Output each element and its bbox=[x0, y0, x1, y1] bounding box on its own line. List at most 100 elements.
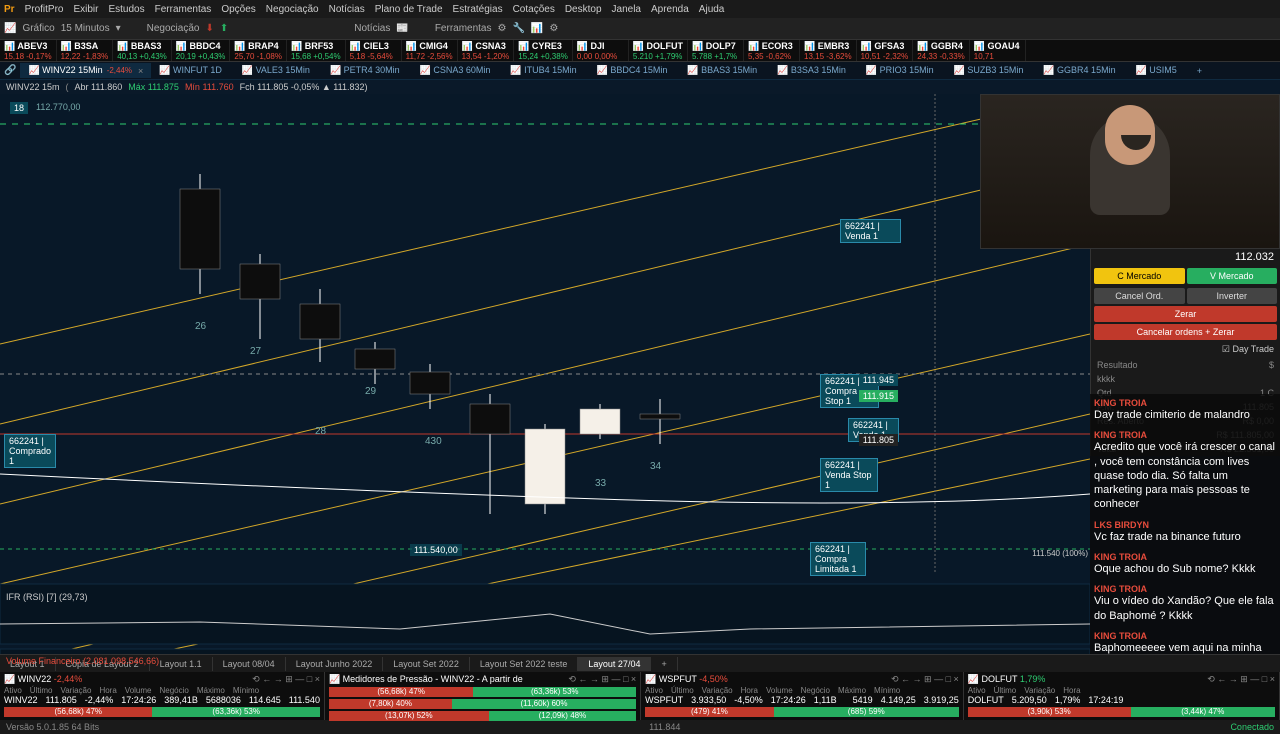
fib-label: 111.540,00 bbox=[410, 544, 462, 556]
ticker-item[interactable]: 📊 BRF5315,68 +0,54% bbox=[287, 40, 346, 61]
bottom-panel: 📈 Medidores de Pressão - WINV22 - A part… bbox=[325, 672, 641, 720]
chart-main[interactable]: 26272829430333414:3014:4515:0015:1515:30… bbox=[0, 94, 1280, 654]
app-logo: Pr bbox=[4, 4, 15, 15]
ticker-item[interactable]: 📊 ABEV315,18 -0,17% bbox=[0, 40, 57, 61]
position-label[interactable]: 662241 | Comprado 1 bbox=[4, 434, 56, 468]
chart-tab[interactable]: 📈 ITUB4 15Min bbox=[502, 63, 588, 78]
chat-message: KING TROIAOque achou do Sub nome? Kkkk bbox=[1094, 552, 1276, 576]
chart-tab[interactable]: 📈 BBAS3 15Min bbox=[679, 63, 769, 78]
chart-tab[interactable]: 📈 GGBR4 15Min bbox=[1035, 63, 1127, 78]
menu-item[interactable]: Janela bbox=[612, 4, 641, 15]
ticker-item[interactable]: 📊 DOLP75.788 +1,7% bbox=[688, 40, 744, 61]
chart-tab[interactable]: 📈 WINFUT 1D bbox=[151, 63, 234, 78]
price-axis-label: 111.945 bbox=[859, 374, 898, 386]
buy-market-button[interactable]: C Mercado bbox=[1094, 268, 1185, 284]
zerar-button[interactable]: Zerar bbox=[1094, 306, 1277, 322]
chart-tab[interactable]: 📈 PETR4 30Min bbox=[322, 63, 412, 78]
menu-item[interactable]: Exibir bbox=[73, 4, 98, 15]
chart-tab[interactable]: 📈 SUZB3 15Min bbox=[946, 63, 1036, 78]
ticker-item[interactable]: 📊 ECOR35,35 -0,62% bbox=[744, 40, 800, 61]
chat-message: LKS BIRDYNVc faz trade na binance futuro bbox=[1094, 520, 1276, 544]
chart-close: Fch 111.805 -0,05% ▲ 111.832) bbox=[240, 82, 368, 92]
chart-canvas[interactable]: 26272829430333414:3014:4515:0015:1515:30… bbox=[0, 94, 1090, 654]
layout-tab[interactable]: Layout 27/04 bbox=[578, 657, 651, 671]
menu-item[interactable]: Aprenda bbox=[651, 4, 689, 15]
status-mid: 111.844 bbox=[649, 722, 680, 732]
neg-label: Negociação bbox=[147, 23, 200, 34]
toolbar: 📈 Gráfico 15 Minutos ▾ Negociação ⬇⬆ Not… bbox=[0, 18, 1280, 40]
ticker-item[interactable]: 📊 CMIG411,72 -2,56% bbox=[402, 40, 458, 61]
add-layout-button[interactable]: + bbox=[651, 657, 677, 671]
current-price: 112.032 bbox=[1091, 249, 1280, 265]
order-label[interactable]: 662241 | Compra Limitada 1 bbox=[810, 542, 866, 576]
ticker-item[interactable]: 📊 GOAU410,71 bbox=[970, 40, 1026, 61]
ticker-item[interactable]: 📊 BRAP425,70 -1,08% bbox=[230, 40, 287, 61]
svg-text:27: 27 bbox=[250, 346, 262, 357]
ticker-item[interactable]: 📊 CSNA313,54 -1,20% bbox=[458, 40, 515, 61]
ticker-item[interactable]: 📊 EMBR313,15 -3,62% bbox=[800, 40, 857, 61]
menu-item[interactable]: Ajuda bbox=[699, 4, 725, 15]
ticker-item[interactable]: 📊 BBAS340,13 +0,43% bbox=[113, 40, 172, 61]
cancel-zerar-button[interactable]: Cancelar ordens + Zerar bbox=[1094, 324, 1277, 340]
chart-tab[interactable]: 📈 USIM5 bbox=[1128, 63, 1189, 78]
ticker-strip: 📊 ABEV315,18 -0,17%📊 B3SA12,22 -1,83%📊 B… bbox=[0, 40, 1280, 62]
menu-item[interactable]: Negociação bbox=[266, 4, 319, 15]
ticker-item[interactable]: 📊 GFSA310,51 -2,32% bbox=[857, 40, 914, 61]
chart-info: WINV22 15m ( Abr 111.860 Máx 111.875 Mín… bbox=[0, 80, 1280, 94]
menu-item[interactable]: Ferramentas bbox=[155, 4, 212, 15]
layout-tab[interactable]: Layout Set 2022 bbox=[383, 657, 470, 671]
ticker-item[interactable]: 📊 BBDC420,19 +0,43% bbox=[172, 40, 231, 61]
svg-text:430: 430 bbox=[425, 436, 442, 447]
menu-item[interactable]: Plano de Trade bbox=[375, 4, 443, 15]
chevron-down-icon[interactable]: ▾ bbox=[116, 23, 121, 34]
bottom-panel: 📈 WINV22 -2,44%⟲ ← → ⊞ — □ ×AtivoÚltimoV… bbox=[0, 672, 325, 720]
layout-tab[interactable]: Layout Set 2022 teste bbox=[470, 657, 579, 671]
chat-message: KING TROIAViu o vídeo do Xandão? Que ele… bbox=[1094, 584, 1276, 623]
rsi-label: IFR (RSI) [7] (29,73) bbox=[6, 592, 88, 602]
ticker-item[interactable]: 📊 CIEL35,18 -5,64% bbox=[346, 40, 402, 61]
menu-item[interactable]: Cotações bbox=[513, 4, 555, 15]
menu-item[interactable]: Desktop bbox=[565, 4, 602, 15]
cancel-order-button[interactable]: Cancel Ord. bbox=[1094, 288, 1185, 304]
chat-message: KING TROIAAcredito que você irá crescer … bbox=[1094, 430, 1276, 511]
chart-tab[interactable]: 📈 BBDC4 15Min bbox=[589, 63, 680, 78]
bottom-panel: 📈 WSPFUT -4,50%⟲ ← → ⊞ — □ ×AtivoÚltimoV… bbox=[641, 672, 964, 720]
link-icon[interactable]: 🔗 bbox=[0, 65, 20, 76]
sell-market-button[interactable]: V Mercado bbox=[1187, 268, 1278, 284]
svg-text:33: 33 bbox=[595, 478, 607, 489]
order-label[interactable]: 662241 | Venda Stop 1 bbox=[820, 458, 878, 492]
ticker-item[interactable]: 📊 GGBR424,33 -0,33% bbox=[913, 40, 970, 61]
invert-button[interactable]: Inverter bbox=[1187, 288, 1278, 304]
chart-label: 📈 bbox=[4, 23, 16, 34]
statusbar: Versão 5.0.1.85 64 Bits 111.844 Conectad… bbox=[0, 720, 1280, 734]
daytrade-checkbox[interactable]: ☑ Day Trade bbox=[1091, 341, 1280, 358]
chart-tab[interactable]: 📈 VALE3 15Min bbox=[234, 63, 322, 78]
ticker-item[interactable]: 📊 DOLFUT5.210 +1,79% bbox=[629, 40, 688, 61]
chart-tab[interactable]: 📈 PRIO3 15Min bbox=[858, 63, 946, 78]
menu-item[interactable]: Estratégias bbox=[453, 4, 503, 15]
fib-right: 111.540 (100%) bbox=[1032, 549, 1088, 558]
menu-item[interactable]: Estudos bbox=[108, 4, 144, 15]
ticker-item[interactable]: 📊 CYRE315,24 +0,38% bbox=[514, 40, 573, 61]
ticker-item[interactable]: 📊 B3SA12,22 -1,83% bbox=[57, 40, 114, 61]
grafico-label[interactable]: Gráfico bbox=[22, 23, 54, 34]
svg-text:28: 28 bbox=[315, 426, 327, 437]
menu-item[interactable]: Notícias bbox=[329, 4, 365, 15]
chart-tab[interactable]: 📈 B3SA3 15Min bbox=[769, 63, 858, 78]
ferr-label[interactable]: Ferramentas bbox=[435, 23, 492, 34]
chat-message: KING TROIADay trade cimiterio de malandr… bbox=[1094, 398, 1276, 422]
chat-panel: KING TROIADay trade cimiterio de malandr… bbox=[1090, 394, 1280, 654]
svg-text:26: 26 bbox=[195, 321, 207, 332]
bottom-panel: 📈 DOLFUT 1,79%⟲ ← → ⊞ — □ ×AtivoÚltimoVa… bbox=[964, 672, 1280, 720]
add-tab-button[interactable]: + bbox=[1189, 64, 1210, 78]
chat-message: KING TROIABaphomeeeee vem aqui na minha … bbox=[1094, 631, 1276, 654]
layout-tab[interactable]: Layout 08/04 bbox=[213, 657, 286, 671]
timeframe-select[interactable]: 15 Minutos bbox=[61, 23, 110, 34]
chart-tab[interactable]: 📈 WINV22 15Min -2,44%× bbox=[20, 63, 151, 78]
layout-tab[interactable]: Layout Junho 2022 bbox=[286, 657, 384, 671]
menu-item[interactable]: Opções bbox=[221, 4, 255, 15]
noticias-label[interactable]: Notícias bbox=[354, 23, 390, 34]
order-label[interactable]: 662241 | Venda 1 bbox=[840, 219, 901, 243]
ticker-item[interactable]: 📊 DJI0,00 0,00% bbox=[573, 40, 629, 61]
chart-tab[interactable]: 📈 CSNA3 60Min bbox=[412, 63, 503, 78]
